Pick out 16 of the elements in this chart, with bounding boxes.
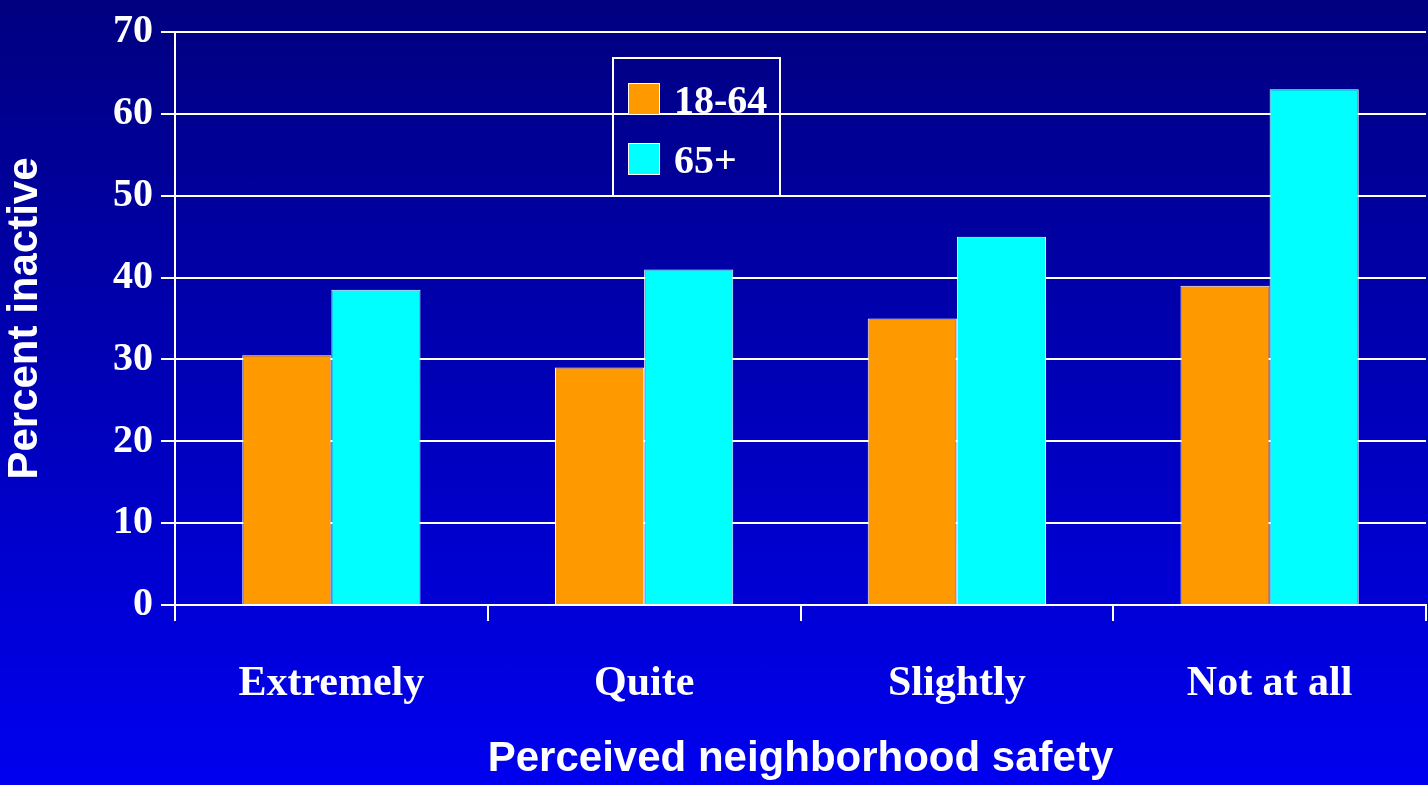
- y-tick-label: 0: [133, 579, 153, 625]
- x-tick-label: Slightly: [888, 658, 1026, 705]
- y-tick-label: 40: [113, 251, 153, 297]
- x-tick-label: Extremely: [238, 658, 425, 705]
- x-axis-title: Perceived neighborhood safety: [487, 733, 1114, 781]
- y-axis-title: Percent inactive: [0, 157, 46, 480]
- y-tick-label: 30: [113, 333, 153, 379]
- y-tick-label: 10: [113, 497, 153, 543]
- x-tick-label: Not at all: [1186, 658, 1353, 705]
- y-tick-label: 60: [113, 88, 153, 134]
- legend-label: 18-64: [674, 75, 768, 123]
- text: 65+: [674, 135, 737, 183]
- x-tick-label: Quite: [593, 658, 695, 705]
- y-tick-label: 70: [113, 6, 153, 52]
- y-tick-label: 20: [113, 415, 153, 461]
- y-tick-label: 50: [113, 170, 153, 216]
